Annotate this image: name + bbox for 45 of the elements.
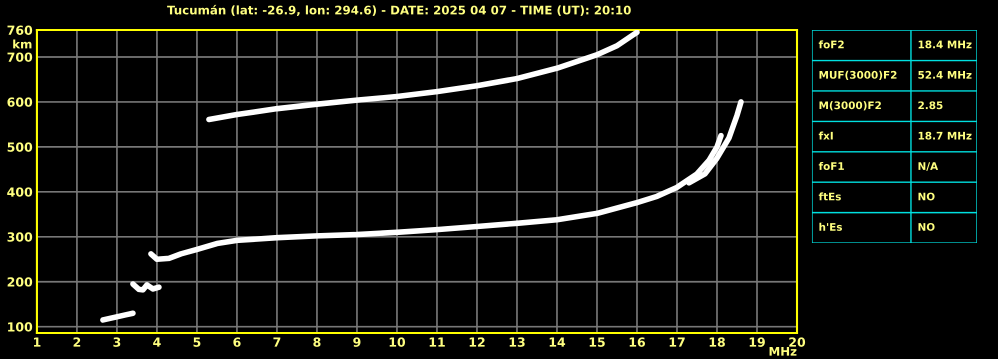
x-tick-label: 2 — [74, 337, 80, 347]
text: fxI — [818, 132, 833, 140]
x-tick-label: 7 — [273, 338, 280, 347]
x-tick-label: 9 — [353, 337, 361, 347]
text: N/A — [918, 162, 938, 171]
x-tick-label: 12 — [470, 337, 485, 347]
text: NO — [918, 192, 935, 200]
x-tick-label: 16 — [630, 337, 646, 347]
x-tick-label: 3 — [113, 337, 120, 347]
x-tick-label: 6 — [233, 337, 241, 347]
text: 18.7 MHz — [918, 132, 972, 140]
y-tick-label: 500 — [8, 142, 32, 152]
x-tick-label: 10 — [390, 337, 406, 347]
x-tick-label: 4 — [153, 338, 161, 347]
x-tick-label: 20 — [789, 337, 806, 347]
y-tick-label: 700 — [8, 52, 32, 62]
text: 2.85 — [918, 101, 943, 110]
x-tick-label: 11 — [430, 338, 445, 347]
y-tick-label: 760 — [8, 25, 32, 35]
text: h'Es — [819, 222, 842, 231]
y-tick-label: 300 — [8, 232, 32, 242]
x-tick-label: 19 — [750, 337, 765, 347]
text: foF1 — [818, 162, 844, 170]
x-tick-label: 14 — [550, 338, 566, 347]
y-axis-title: km — [13, 39, 32, 48]
x-axis-title: MHz — [770, 347, 796, 356]
y-tick-label: 600 — [7, 97, 32, 107]
x-tick-label: 8 — [313, 337, 321, 347]
y-tick-label: 100 — [8, 322, 32, 332]
x-tick-label: 5 — [194, 338, 200, 347]
text: NO — [918, 222, 935, 231]
text: 52.4 MHz — [918, 70, 972, 79]
text: 18.4 MHz — [918, 40, 972, 48]
x-tick-label: 18 — [710, 337, 725, 347]
x-tick-label: 17 — [670, 338, 685, 347]
text: M(3000)F2 — [820, 101, 881, 110]
text: ftEs — [818, 192, 841, 200]
x-tick-label: 1 — [34, 338, 40, 347]
x-tick-label: 15 — [590, 338, 605, 347]
text: foF2 — [818, 40, 844, 48]
y-tick-label: 200 — [8, 277, 32, 287]
text: MUF(3000)F2 — [820, 70, 896, 80]
y-tick-label: 400 — [7, 187, 32, 197]
x-tick-label: 13 — [510, 337, 525, 347]
chart-title: Tucumán (lat: -26.9, lon: 294.6) - DATE: 2025 04 07 - TIME (UT): 20:10 — [167, 4, 631, 16]
